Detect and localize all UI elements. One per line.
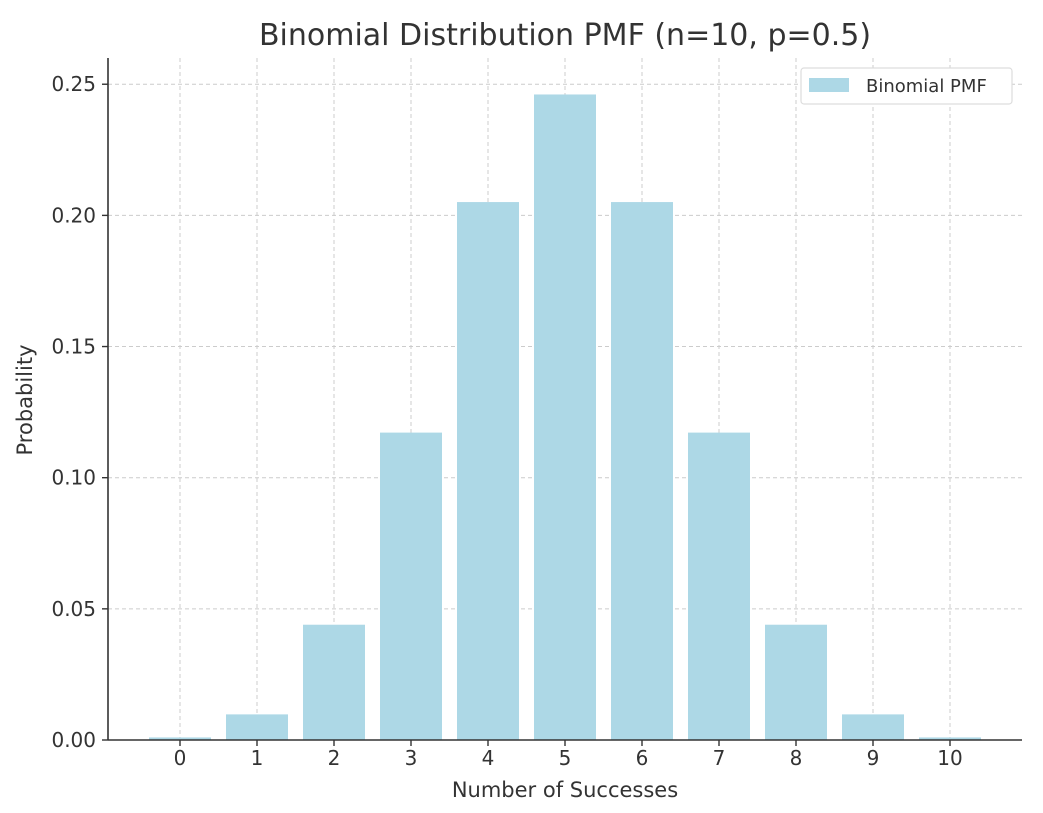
bar-4 <box>457 202 519 740</box>
x-tick-label: 3 <box>405 746 418 770</box>
bar-7 <box>688 432 750 740</box>
legend: Binomial PMF <box>800 67 1013 105</box>
x-axis-label: Number of Successes <box>452 778 678 802</box>
y-tick-label: 0.20 <box>51 203 96 227</box>
bar-2 <box>303 624 365 740</box>
bar-8 <box>765 624 827 740</box>
bar-5 <box>534 94 596 741</box>
x-tick-label: 1 <box>251 746 264 770</box>
bar-9 <box>842 714 904 740</box>
x-tick-label: 2 <box>328 746 341 770</box>
bar-6 <box>611 202 673 740</box>
chart-title: Binomial Distribution PMF (n=10, p=0.5) <box>259 18 871 53</box>
x-tick-label: 4 <box>482 746 495 770</box>
y-axis-label: Probability <box>13 344 37 455</box>
y-tick-label: 0.15 <box>51 335 96 359</box>
x-tick-label: 7 <box>713 746 726 770</box>
bar-0 <box>149 737 211 740</box>
legend-label: Binomial PMF <box>866 76 987 97</box>
y-tick-label: 0.05 <box>51 597 96 621</box>
bar-layer <box>149 94 981 741</box>
x-tick-layer: 0 1 2 3 4 5 6 7 8 9 10 <box>174 740 963 770</box>
bar-1 <box>226 714 288 740</box>
x-tick-label: 9 <box>867 746 880 770</box>
y-tick-label: 0.00 <box>51 728 96 752</box>
x-tick-label: 0 <box>174 746 187 770</box>
x-tick-label: 5 <box>559 746 572 770</box>
x-tick-label: 8 <box>790 746 803 770</box>
bar-10 <box>919 737 981 740</box>
x-tick-label: 10 <box>937 746 962 770</box>
y-tick-layer: 0.00 0.05 0.10 0.15 0.20 0.25 <box>51 72 108 752</box>
legend-swatch <box>809 78 849 92</box>
x-tick-label: 6 <box>636 746 649 770</box>
legend-box <box>800 67 1013 105</box>
bar-3 <box>380 432 442 740</box>
y-tick-label: 0.25 <box>51 72 96 96</box>
y-tick-label: 0.10 <box>51 466 96 490</box>
